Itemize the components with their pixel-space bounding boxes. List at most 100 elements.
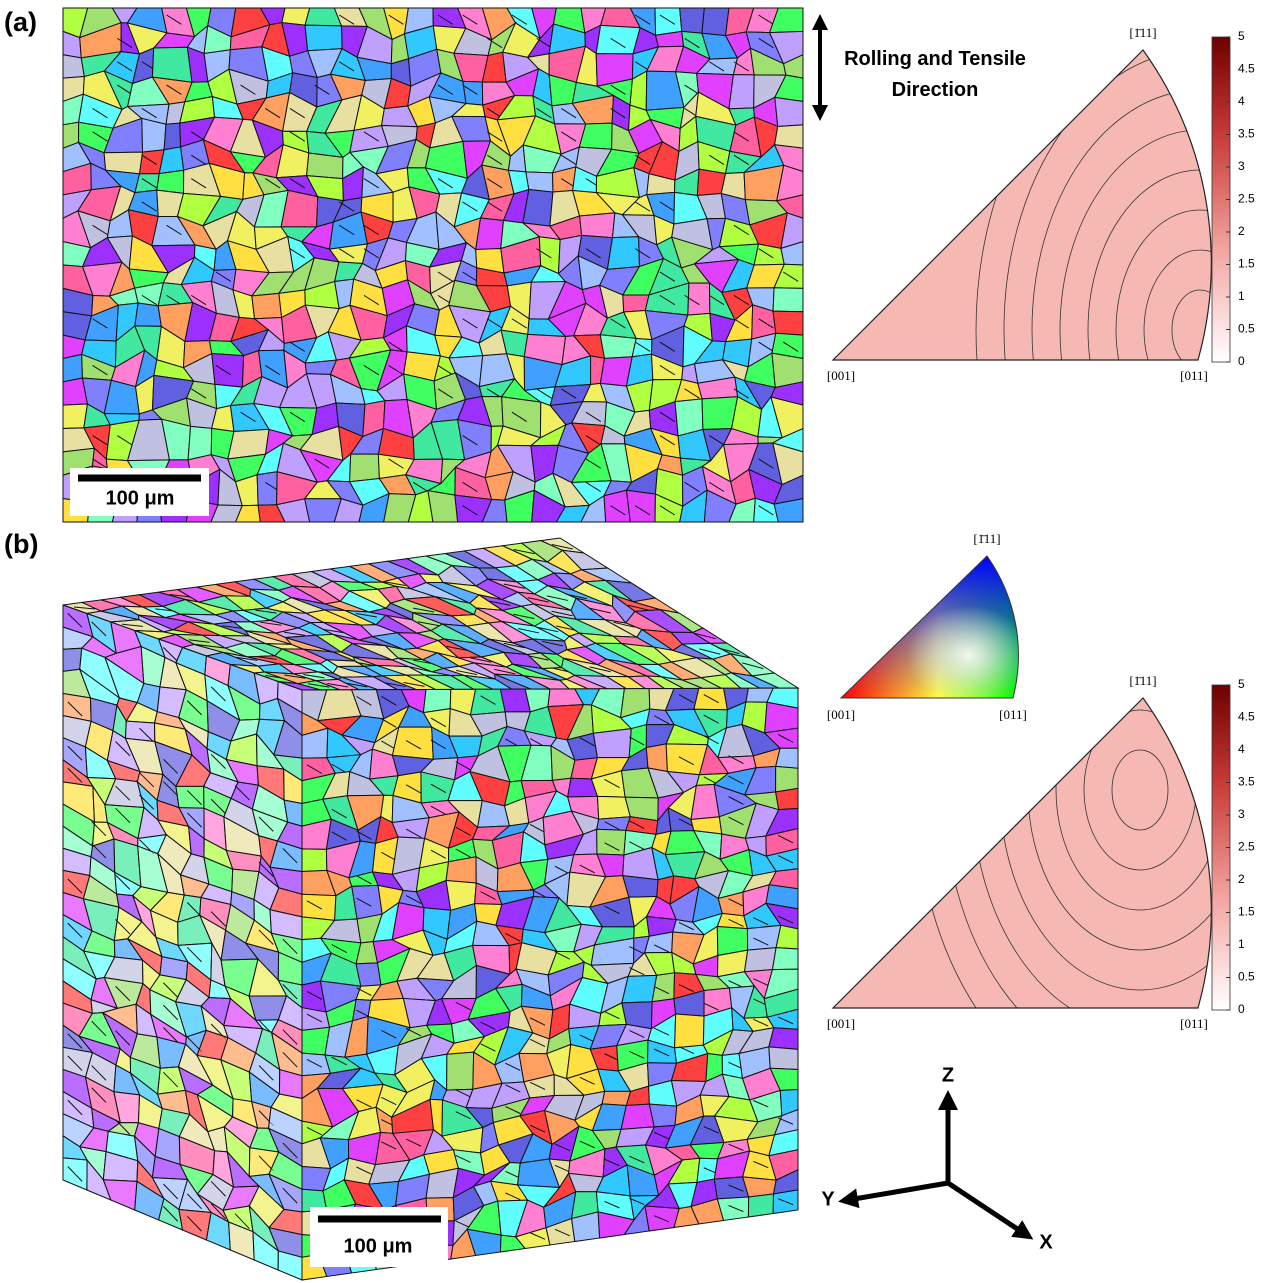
grain [655,8,682,35]
colorbar-tick-label: 1 [1238,289,1245,303]
grain [775,97,803,126]
colorbar-tick-label: 2.5 [1238,192,1255,206]
grain [748,1194,773,1217]
vertex-label: [011] [1180,1016,1208,1031]
grain [523,190,553,227]
colorbar-tick-label: 4 [1238,94,1245,108]
grain [593,729,631,758]
grain [694,688,727,709]
grain [164,123,180,150]
grain [607,237,639,270]
grain [604,490,630,522]
annotation: Rolling and Tensile Direction [830,44,1040,106]
vertex-label: [011] [999,707,1027,722]
grain [702,8,729,36]
colorbar-tick-label: 2.5 [1238,840,1255,854]
grain [392,727,433,759]
ipf-density: [1̄11][001][011]00.511.522.533.544.55 [827,10,1269,650]
grain [773,288,803,312]
scale-bar-label: 100 μm [106,487,175,509]
grain [63,648,82,671]
ebsd-map [63,8,803,522]
colorbar-tick-label: 1.5 [1238,905,1255,919]
grain [773,311,803,335]
colorbar-tick-label: 0 [1238,1002,1245,1016]
vertex-label: [001] [827,1016,855,1031]
grain [135,303,162,326]
vertex-label: [001] [827,368,855,383]
grain [622,975,657,1003]
grain [305,25,342,51]
colorbar-tick-label: 0 [1238,354,1245,368]
grain [212,354,244,388]
grain [142,118,166,152]
vertex-label: [1̄11] [1129,673,1156,688]
vertex-label: [1̄11] [973,531,1000,546]
grain [626,490,655,522]
grain [157,170,184,193]
ipf-key: [1̄11] [001] [011] [827,531,1027,722]
grain [769,1047,798,1070]
figure: (a) (b) 100 μm 100 μm [1̄11] [001] [011]… [0,0,1269,1283]
grain [747,925,780,950]
panel-label: (b) [4,529,38,559]
grain [776,788,798,809]
grain [744,948,776,972]
grain [350,454,380,482]
colorbar-tick-label: 2 [1238,224,1245,238]
vertex-label: [1̄11] [1129,25,1156,40]
grain [623,876,658,898]
grain [769,1028,798,1050]
grain [597,817,631,831]
ebsd-cube [63,538,798,1280]
colorbar-tick-label: 3.5 [1238,775,1255,789]
grain [602,1091,630,1105]
scale-bar-label: 100 μm [344,1235,413,1257]
axis-label: Y [821,1188,835,1210]
grain [63,404,87,428]
grain [776,748,798,768]
grain [463,81,483,105]
colorbar-tick-label: 4 [1238,742,1245,756]
grain [447,1052,474,1090]
axis-label: Z [942,1064,954,1086]
figure-canvas: (a) (b) 100 μm 100 μm [1̄11] [001] [011]… [0,0,1269,1283]
grain [776,766,798,792]
grain [596,25,640,54]
colorbar-tick-label: 4.5 [1238,62,1255,76]
colorbar-tick-label: 5 [1238,29,1245,43]
grain [470,689,505,715]
grain [352,885,382,919]
grain [188,426,212,460]
grain [63,354,82,381]
grain [597,829,626,855]
vertex-label: [011] [1180,368,1208,383]
axes-triad [848,1100,1025,1234]
colorbar-tick-label: 0.5 [1238,970,1255,984]
grain [428,491,458,522]
grain [646,744,667,772]
colorbar-tick-label: 1 [1238,937,1245,951]
grain [307,153,343,179]
grain [765,702,798,733]
grain [621,1104,654,1129]
grain [356,963,381,986]
grain [526,172,553,192]
grain [775,125,803,148]
colorbar-tick-label: 5 [1238,677,1245,691]
axis-label: X [1039,1231,1053,1253]
colorbar-tick-label: 0.5 [1238,322,1255,336]
grain [675,1014,704,1048]
ipf-density: [1̄11][001][011]00.511.522.533.544.55 [827,470,1269,1110]
grain [476,218,504,250]
colorbar-tick-label: 3 [1238,807,1245,821]
grain [302,849,327,872]
grain [257,472,277,506]
grain [252,293,282,318]
grain [729,75,754,109]
vertex-label: [001] [827,707,855,722]
grain [649,1104,676,1127]
grain [600,335,636,359]
grain [680,8,705,33]
panel-label: (a) [4,7,37,37]
